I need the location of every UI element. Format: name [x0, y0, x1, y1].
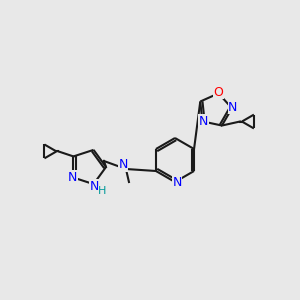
Text: N: N: [68, 171, 77, 184]
Text: O: O: [214, 86, 224, 99]
Text: N: N: [172, 176, 182, 188]
Text: N: N: [90, 180, 99, 193]
Text: H: H: [98, 186, 107, 196]
Text: N: N: [199, 115, 208, 128]
Text: N: N: [228, 101, 238, 114]
Text: N: N: [118, 158, 128, 172]
